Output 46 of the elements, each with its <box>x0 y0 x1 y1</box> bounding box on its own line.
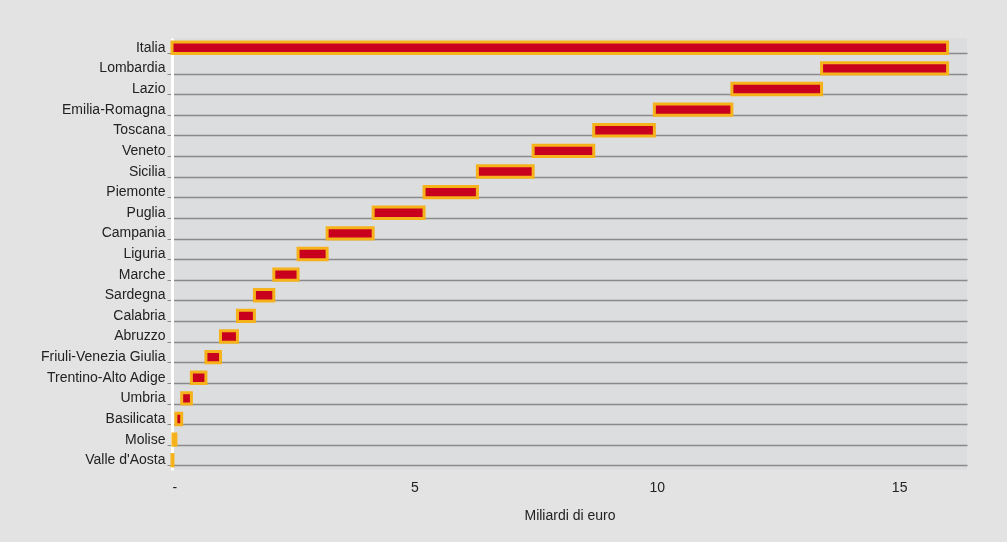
y-tick-label: Emilia-Romagna <box>62 100 166 117</box>
bar <box>204 349 222 365</box>
y-tick-label: Sicilia <box>128 162 166 179</box>
y-tick-label: Calabria <box>113 306 166 323</box>
y-tick-label: Piemonte <box>106 183 166 200</box>
x-tick-label: - <box>172 478 178 495</box>
bar <box>652 102 734 117</box>
x-tick-label: 10 <box>649 478 666 495</box>
y-tick-label: Friuli-Venezia Giulia <box>41 348 166 365</box>
y-tick-label: Toscana <box>113 121 166 138</box>
y-tick-label: Lombardia <box>99 59 166 76</box>
bar <box>170 40 950 55</box>
y-tick-label: Valle d'Aosta <box>85 451 166 468</box>
bar <box>272 267 300 282</box>
bar <box>296 246 329 262</box>
y-tick-label: Puglia <box>126 203 166 220</box>
y-tick-label: Marche <box>118 265 166 282</box>
y-tick-label: Veneto <box>121 141 166 158</box>
y-tick-label: Trentino-Alto Adige <box>46 368 166 385</box>
y-tick-label: Basilicata <box>105 409 166 426</box>
bar <box>730 81 824 97</box>
bar <box>475 164 535 179</box>
bar <box>171 432 178 447</box>
bar <box>422 184 479 200</box>
bar <box>174 411 184 427</box>
bar <box>371 205 426 220</box>
bar <box>252 288 276 303</box>
y-tick-label: Campania <box>101 224 166 241</box>
y-tick-label: Italia <box>135 38 166 55</box>
bar <box>820 61 950 76</box>
x-axis-title: Miliardi di euro <box>524 506 616 523</box>
x-tick-label: 15 <box>891 478 908 495</box>
bar <box>189 370 208 385</box>
bar <box>325 226 375 241</box>
y-tick-label: Liguria <box>123 245 166 261</box>
bar <box>235 308 256 324</box>
bar <box>180 391 193 406</box>
bar <box>531 143 596 159</box>
y-tick-label: Lazio <box>132 80 166 97</box>
y-tick-label: Molise <box>125 430 166 447</box>
bar <box>592 123 656 138</box>
bar <box>218 329 239 344</box>
y-tick-label: Sardegna <box>104 286 166 303</box>
y-tick-label: Abruzzo <box>114 327 166 344</box>
y-tick-label: Umbria <box>120 389 166 406</box>
x-tick-label: 5 <box>410 478 419 495</box>
